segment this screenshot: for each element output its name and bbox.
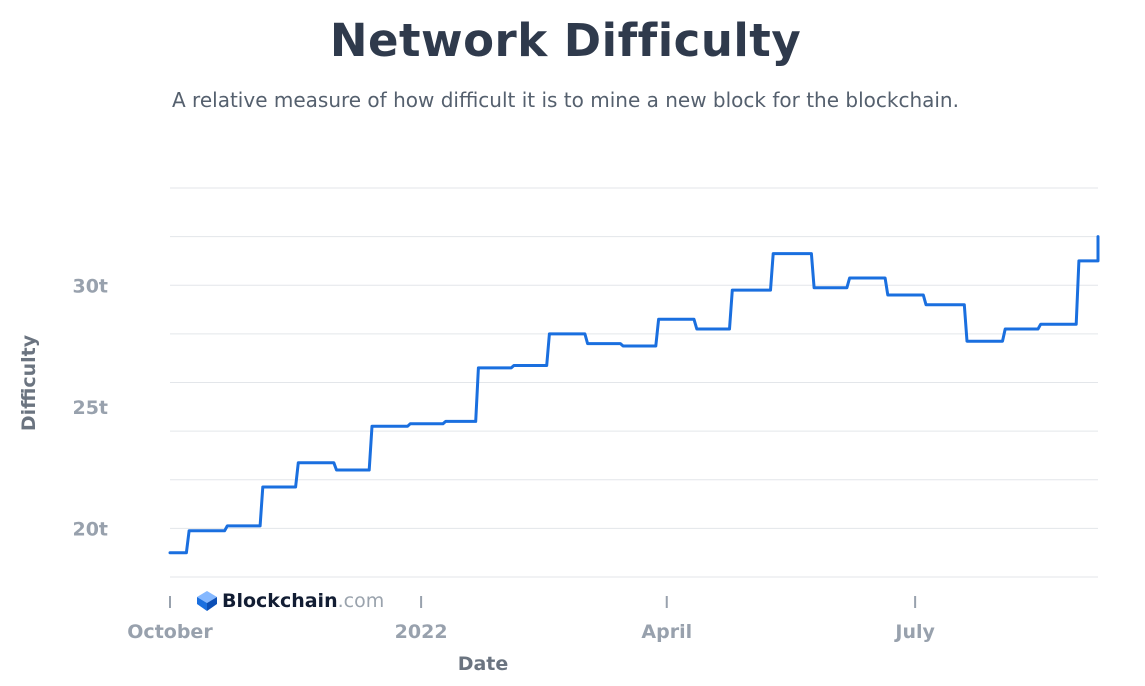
y-axis-label: Difficulty bbox=[18, 334, 40, 431]
x-axis-label: Date bbox=[458, 653, 509, 675]
brand-watermark: Blockchain .com bbox=[196, 590, 384, 612]
y-tick-label: 25t bbox=[72, 397, 108, 419]
page-subtitle: A relative measure of how difficult it i… bbox=[172, 88, 959, 112]
blockchain-logo-icon bbox=[197, 591, 217, 611]
x-tick-label: October bbox=[127, 621, 213, 643]
page-title: Network Difficulty bbox=[329, 14, 802, 67]
series-line bbox=[168, 235, 1100, 555]
y-tick-label: 30t bbox=[72, 275, 108, 297]
y-tick-label: 20t bbox=[72, 518, 108, 540]
x-tick-label: April bbox=[641, 621, 692, 643]
x-tick-label: 2022 bbox=[395, 621, 448, 643]
x-tick-label: July bbox=[893, 621, 935, 643]
brand-name: Blockchain bbox=[222, 590, 338, 612]
brand-suffix: .com bbox=[337, 590, 385, 612]
